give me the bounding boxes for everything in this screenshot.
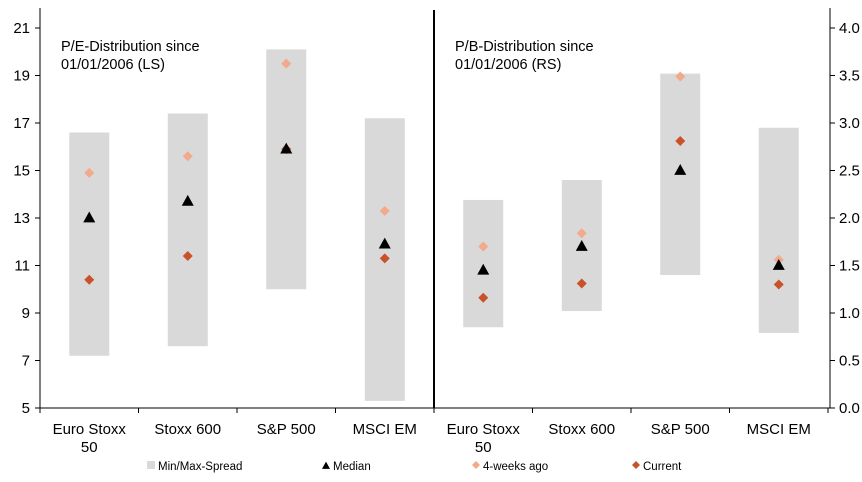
- spread-bar: [463, 199, 504, 328]
- panel-title-line1: P/E-Distribution since: [61, 39, 200, 55]
- legend-label: 4-weeks ago: [483, 461, 548, 473]
- category-label: S&P 500: [651, 421, 710, 438]
- current-point: [773, 279, 784, 290]
- right-tick-label: 2.0: [839, 210, 860, 227]
- right-tick-label: 0.5: [839, 353, 860, 370]
- legend-label: Current: [643, 461, 682, 473]
- median-point: [477, 263, 490, 275]
- legend-swatch-median: [322, 461, 330, 469]
- category-label: MSCI EM: [747, 421, 811, 438]
- spread-bar: [167, 113, 208, 347]
- median-point: [674, 164, 687, 175]
- category-label-line2: 50: [81, 439, 98, 456]
- markers: [83, 58, 785, 303]
- left-tick-label: 17: [13, 115, 30, 132]
- right-tick-label: 0.0: [839, 400, 860, 417]
- current-point: [182, 251, 193, 261]
- current-point: [675, 136, 686, 147]
- legend: Min/Max-Spread Median 4-weeks ago Current: [147, 461, 682, 473]
- spread-bar: [758, 127, 799, 333]
- left-tick-label: 15: [13, 163, 30, 180]
- labels: 5 7 9 11 13 15 17 19 21 0.0 0.5 1.0 1.5 2.0 2.5 3.0 3.5 4…: [13, 20, 860, 456]
- legend-swatch-spread: [147, 461, 155, 469]
- panel-title-line1: P/B-Distribution since: [455, 39, 594, 55]
- right-tick-label: 3.5: [839, 68, 860, 85]
- category-label: Stoxx 600: [548, 421, 615, 438]
- panel-title-line2: 01/01/2006 (RS): [455, 57, 561, 73]
- four-weeks-ago-point: [281, 58, 292, 69]
- category-label: Stoxx 600: [154, 421, 221, 438]
- category-label: S&P 500: [257, 421, 316, 438]
- four-weeks-ago-point: [675, 71, 686, 82]
- category-label: MSCI EM: [353, 421, 417, 438]
- median-point: [181, 194, 194, 206]
- current-point: [478, 292, 489, 303]
- legend-label: Min/Max-Spread: [158, 461, 242, 473]
- spread-bars: [69, 49, 799, 401]
- spread-bar: [266, 49, 307, 290]
- axes: [35, 8, 835, 413]
- spread-bar: [69, 132, 110, 356]
- legend-swatch-four_weeks_ago: [472, 461, 480, 469]
- left-tick-label: 9: [22, 305, 30, 322]
- category-label-line2: 50: [475, 439, 492, 456]
- right-tick-label: 3.0: [839, 115, 860, 132]
- right-tick-label: 1.5: [839, 258, 860, 275]
- right-tick-label: 4.0: [839, 20, 860, 37]
- right-tick-label: 1.0: [839, 305, 860, 322]
- panel-title-line2: 01/01/2006 (LS): [61, 57, 165, 73]
- median-point: [772, 259, 785, 270]
- four-weeks-ago-point: [379, 205, 390, 216]
- current-point: [84, 274, 95, 285]
- left-tick-label: 7: [22, 353, 30, 370]
- four-weeks-ago-point: [84, 167, 95, 178]
- legend-swatch-current: [632, 461, 640, 469]
- four-weeks-ago-point: [576, 228, 587, 239]
- left-tick-label: 13: [13, 210, 30, 227]
- left-tick-label: 11: [14, 258, 30, 275]
- left-tick-label: 21: [13, 20, 30, 37]
- left-tick-label: 5: [22, 400, 30, 417]
- right-tick-label: 2.5: [839, 163, 860, 180]
- left-tick-label: 19: [13, 68, 30, 85]
- median-point: [575, 240, 588, 251]
- median-point: [378, 237, 391, 249]
- four-weeks-ago-point: [478, 241, 489, 252]
- category-label: Euro Stoxx: [53, 421, 127, 438]
- current-point: [576, 278, 587, 289]
- median-point: [280, 142, 293, 154]
- four-weeks-ago-point: [182, 151, 193, 162]
- category-label: Euro Stoxx: [447, 421, 521, 438]
- median-point: [83, 211, 96, 223]
- legend-label: Median: [333, 461, 371, 473]
- current-point: [379, 253, 390, 264]
